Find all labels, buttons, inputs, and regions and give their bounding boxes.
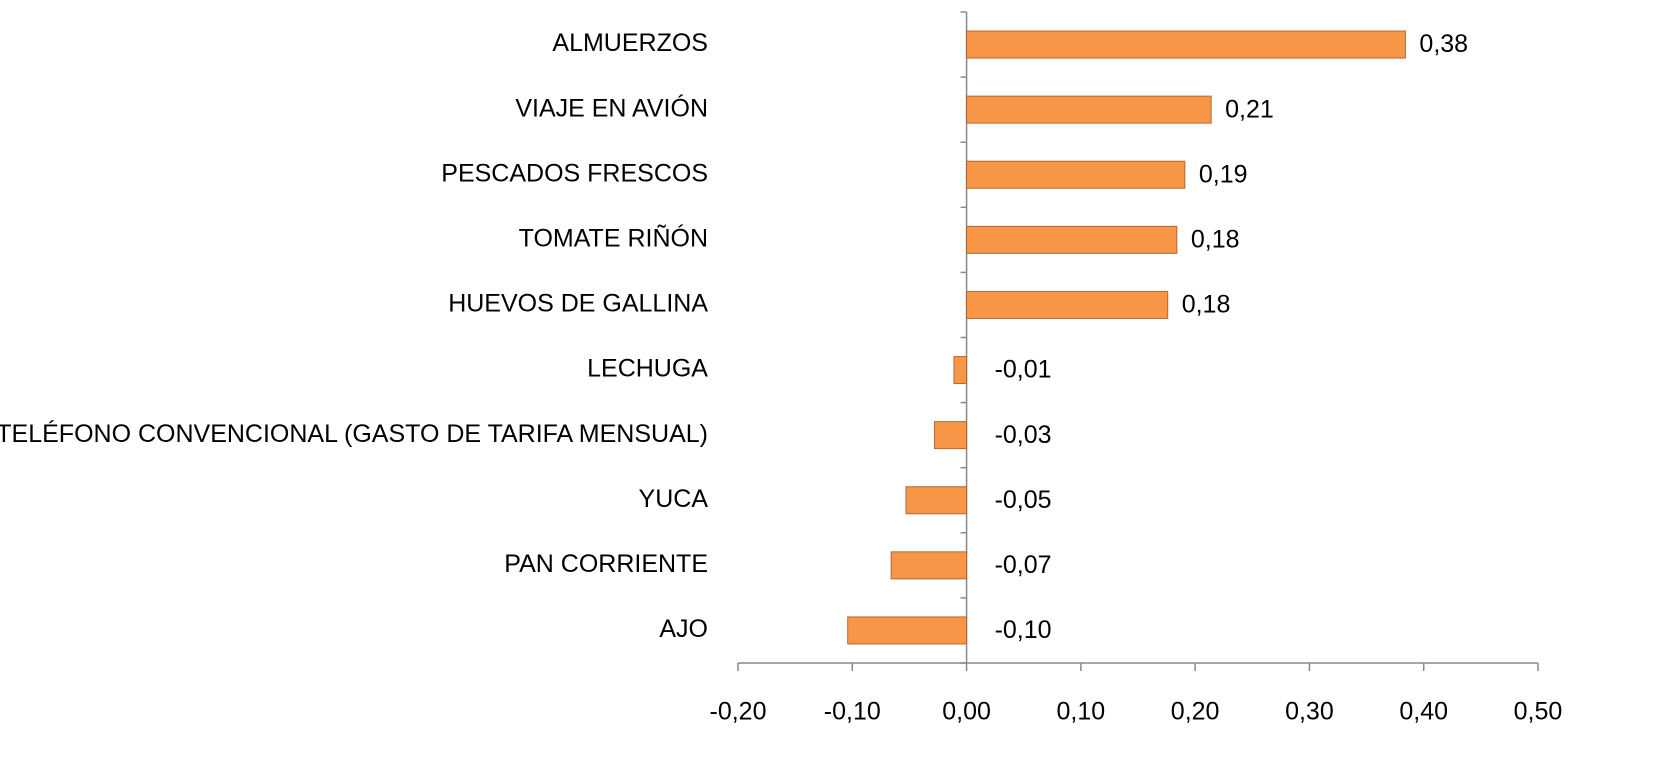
category-label: LECHUGA — [587, 355, 708, 383]
x-tick-label: 0,10 — [1057, 698, 1106, 726]
value-label: -0,07 — [995, 551, 1052, 579]
category-label: YUCA — [639, 485, 709, 513]
x-tick-label: 0,50 — [1514, 698, 1563, 726]
category-label: TELÉFONO CONVENCIONAL (GASTO DE TARIFA M… — [0, 419, 708, 448]
value-label: 0,19 — [1199, 160, 1248, 188]
bar — [966, 290, 1169, 319]
x-tick-label: 0,00 — [942, 698, 991, 726]
bar — [890, 551, 968, 580]
bar — [934, 421, 968, 450]
category-label: VIAJE EN AVIÓN — [515, 93, 708, 122]
category-label: AJO — [659, 615, 708, 643]
value-label: -0,05 — [995, 486, 1052, 514]
x-tick-label: -0,10 — [824, 698, 881, 726]
category-label: HUEVOS DE GALLINA — [448, 290, 708, 318]
value-label: 0,18 — [1182, 291, 1231, 319]
bar — [847, 616, 968, 645]
value-label: 0,38 — [1419, 30, 1468, 58]
category-label: TOMATE RIÑÓN — [519, 223, 708, 252]
bar — [966, 95, 1212, 124]
x-tick-label: 0,30 — [1285, 698, 1334, 726]
bar — [966, 160, 1186, 189]
value-label: -0,10 — [995, 616, 1052, 644]
category-label: ALMUERZOS — [552, 29, 708, 57]
x-tick-label: 0,20 — [1171, 698, 1220, 726]
category-label: PAN CORRIENTE — [504, 550, 708, 578]
bar — [966, 30, 1406, 59]
bar — [905, 486, 968, 515]
value-label: 0,21 — [1225, 95, 1274, 123]
bar — [966, 225, 1178, 254]
value-label: -0,03 — [995, 421, 1052, 449]
x-tick-label: -0,20 — [710, 698, 767, 726]
bar — [953, 356, 968, 385]
value-label: 0,18 — [1191, 225, 1240, 253]
x-tick-label: 0,40 — [1399, 698, 1448, 726]
value-label: -0,01 — [995, 356, 1052, 384]
category-label: PESCADOS FRESCOS — [441, 159, 708, 187]
